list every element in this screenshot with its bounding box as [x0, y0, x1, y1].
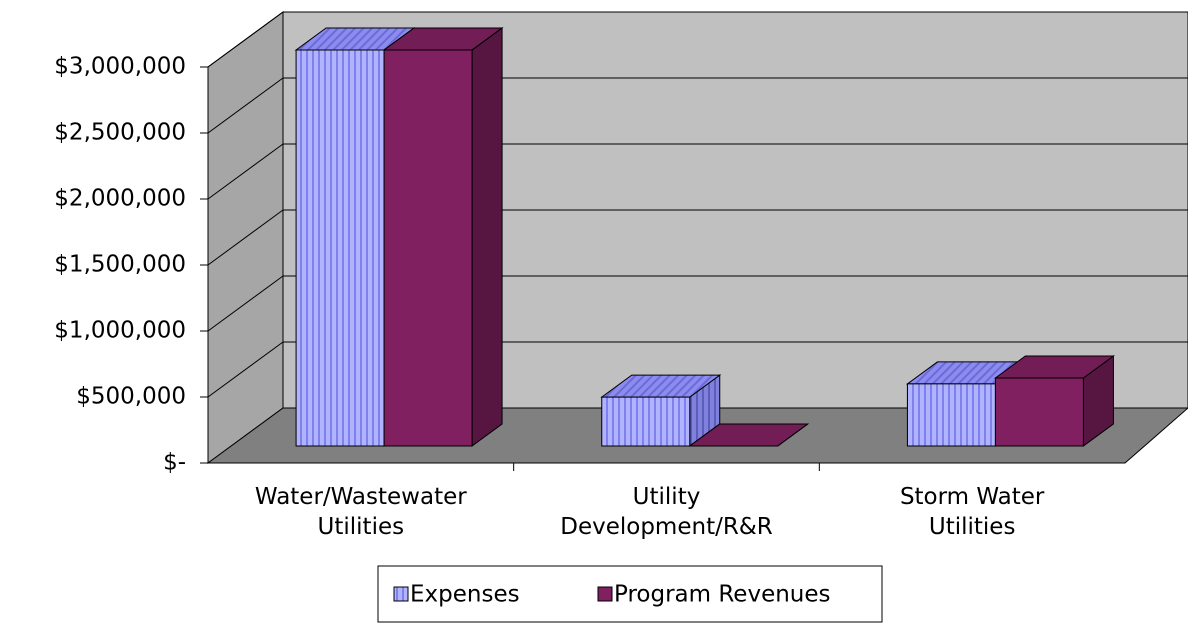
legend-swatch — [393, 586, 409, 602]
grid-line — [207, 143, 284, 200]
legend-label: Expenses — [410, 582, 520, 608]
bar-front — [601, 396, 691, 447]
grid-line — [207, 275, 284, 332]
legend-swatch — [597, 586, 613, 602]
y-tick-label: $2,500,000 — [54, 120, 186, 146]
y-tick-label: $- — [163, 450, 186, 476]
y-tick-label: $1,000,000 — [54, 318, 186, 344]
grid-line — [207, 77, 284, 134]
x-tick-label: Utility Development/R&R — [560, 484, 772, 540]
bar-front — [994, 377, 1084, 447]
bar-front — [295, 49, 385, 447]
x-tick-label: Storm Water Utilities — [900, 484, 1045, 540]
grid-line — [207, 341, 284, 398]
grid-line — [207, 209, 284, 266]
legend-label: Program Revenues — [614, 582, 831, 608]
y-tick-label: $1,500,000 — [54, 252, 186, 278]
bar-front — [906, 383, 996, 447]
legend-box — [377, 565, 883, 623]
x-tick-label: Water/Wastewater Utilities — [255, 484, 467, 540]
grid-line — [207, 11, 284, 68]
y-tick-label: $3,000,000 — [54, 54, 186, 80]
bar-side — [471, 26, 503, 447]
y-tick-label: $2,000,000 — [54, 186, 186, 212]
bar-front — [383, 49, 473, 447]
y-tick-label: $500,000 — [76, 384, 186, 410]
